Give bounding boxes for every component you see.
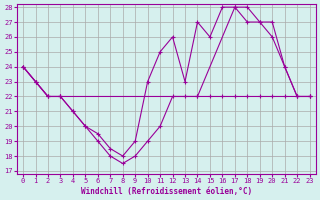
X-axis label: Windchill (Refroidissement éolien,°C): Windchill (Refroidissement éolien,°C) (81, 187, 252, 196)
